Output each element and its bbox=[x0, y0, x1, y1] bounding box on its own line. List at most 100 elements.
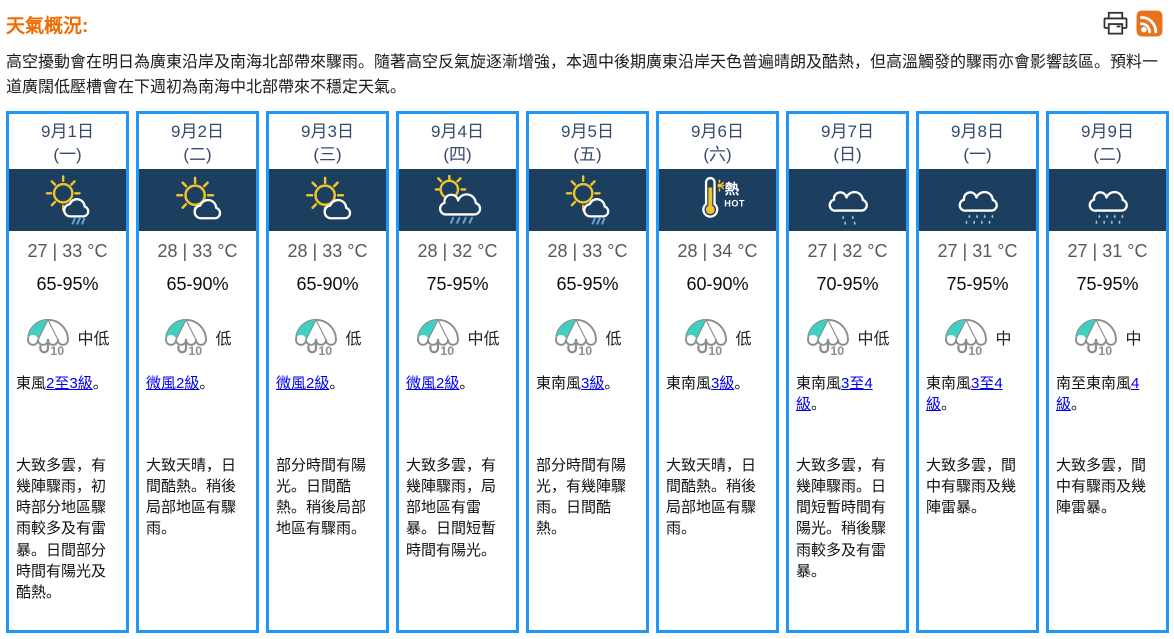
wind-speed-link[interactable]: 3級 bbox=[581, 374, 605, 392]
wind-text: 微風2級。 bbox=[269, 373, 386, 429]
wind-suffix: 。 bbox=[1071, 396, 1087, 414]
wind-speed-link[interactable]: 3至4級 bbox=[926, 374, 1003, 414]
cloud-light-rain-icon bbox=[819, 175, 877, 225]
day-card: 9月8日 (一) 27 | 31 °C 75-95% 中 東南風3至4級。 大致… bbox=[916, 110, 1039, 633]
temperature-range: 28 | 32 °C bbox=[417, 240, 498, 261]
date-label: 9月3日 bbox=[301, 121, 354, 141]
psr-row: 低 bbox=[529, 314, 646, 360]
wind-suffix: 。 bbox=[604, 374, 620, 392]
wind-prefix: 東南風 bbox=[926, 374, 972, 392]
wind-prefix: 南至東南風 bbox=[1056, 374, 1132, 392]
weather-icon-band bbox=[529, 168, 646, 231]
wind-speed-link[interactable]: 微風2級 bbox=[406, 374, 460, 392]
weekday-label: (四) bbox=[443, 144, 472, 164]
psr-level-label: 中低 bbox=[77, 330, 110, 348]
psr-umbrella-icon bbox=[1073, 317, 1119, 357]
sun-cloud-icon bbox=[299, 175, 357, 225]
wind-speed-link[interactable]: 3至4級 bbox=[796, 374, 873, 414]
date-label: 9月1日 bbox=[41, 121, 94, 141]
weekday-label: (二) bbox=[183, 144, 212, 164]
weekday-label: (六) bbox=[703, 144, 732, 164]
psr-level-label: 中 bbox=[995, 330, 1012, 348]
day-card: 9月9日 (二) 27 | 31 °C 75-95% 中 南至東南風4級。 大致… bbox=[1046, 110, 1169, 633]
day-card: 9月5日 (五) 28 | 33 °C 65-95% 低 東南風3級。 部分時間… bbox=[526, 110, 649, 633]
day-card: 9月1日 (一) 27 | 33 °C 65-95% 中低 東風2至3級。 大致… bbox=[6, 110, 129, 633]
date-label: 9月4日 bbox=[431, 121, 484, 141]
psr-level-label: 中低 bbox=[467, 330, 500, 348]
date-label: 9月2日 bbox=[171, 121, 224, 141]
temperature-range: 28 | 33 °C bbox=[287, 240, 368, 261]
date-label: 9月5日 bbox=[561, 121, 614, 141]
wind-prefix: 東南風 bbox=[536, 374, 582, 392]
psr-umbrella-icon bbox=[943, 317, 989, 357]
psr-umbrella-icon bbox=[805, 317, 851, 357]
day-date-header: 9月5日 (五) bbox=[529, 114, 646, 169]
rss-icon[interactable] bbox=[1136, 10, 1163, 37]
weather-icon-band bbox=[1049, 168, 1166, 231]
topbar: 天氣概況: bbox=[6, 8, 1169, 38]
day-date-header: 9月3日 (三) bbox=[269, 114, 386, 169]
day-date-header: 9月2日 (二) bbox=[139, 114, 256, 169]
weekday-label: (日) bbox=[833, 144, 862, 164]
forecast-text: 部分時間有陽光，有幾陣驟雨。日間酷熱。 bbox=[536, 456, 627, 538]
psr-level-label: 低 bbox=[345, 330, 362, 348]
psr-umbrella-icon bbox=[415, 317, 461, 357]
psr-level-label: 中 bbox=[1125, 330, 1142, 348]
temperature-range: 28 | 33 °C bbox=[547, 240, 628, 261]
wind-speed-link[interactable]: 4級 bbox=[1056, 374, 1140, 414]
day-card: 9月3日 (三) 28 | 33 °C 65-90% 低 微風2級。 部分時間有… bbox=[266, 110, 389, 633]
wind-speed-link[interactable]: 3級 bbox=[711, 374, 735, 392]
wind-suffix: 。 bbox=[92, 374, 108, 392]
humidity-range: 75-95% bbox=[946, 273, 1009, 294]
humidity-range: 65-95% bbox=[36, 273, 99, 294]
psr-level-label: 中低 bbox=[857, 330, 890, 348]
temperature-range: 27 | 31 °C bbox=[937, 240, 1018, 261]
psr-umbrella-icon bbox=[683, 317, 729, 357]
wind-prefix: 東南風 bbox=[666, 374, 712, 392]
page-summary: 高空擾動會在明日為廣東沿岸及南海北部帶來驟雨。隨著高空反氣旋逐漸增強，本週中後期… bbox=[6, 54, 1159, 96]
wind-speed-link[interactable]: 微風2級 bbox=[276, 374, 330, 392]
forecast-text: 部分時間有陽光。日間酷熱。稍後局部地區有驟雨。 bbox=[276, 456, 367, 538]
humidity-range: 65-90% bbox=[296, 273, 359, 294]
humidity-range: 70-95% bbox=[816, 273, 879, 294]
date-label: 9月8日 bbox=[951, 121, 1004, 141]
temperature-range: 27 | 32 °C bbox=[807, 240, 888, 261]
humidity-range: 75-95% bbox=[426, 273, 489, 294]
temperature-range: 27 | 31 °C bbox=[1067, 240, 1148, 261]
psr-row: 中低 bbox=[9, 314, 126, 360]
psr-row: 中 bbox=[1049, 314, 1166, 360]
weekday-label: (一) bbox=[963, 144, 992, 164]
forecast-text: 大致多雲，有幾陣驟雨，初時部分地區驟雨較多及有雷暴。日間部分時間有陽光及酷熱。 bbox=[16, 456, 107, 602]
psr-umbrella-icon bbox=[553, 317, 599, 357]
day-date-header: 9月8日 (一) bbox=[919, 114, 1036, 169]
psr-level-label: 低 bbox=[215, 330, 232, 348]
humidity-range: 65-95% bbox=[556, 273, 619, 294]
wind-text: 微風2級。 bbox=[399, 373, 516, 429]
wind-suffix: 。 bbox=[734, 374, 750, 392]
wind-speed-link[interactable]: 微風2級 bbox=[146, 374, 200, 392]
cloud-heavy-rain-icon bbox=[949, 175, 1007, 225]
psr-row: 低 bbox=[659, 314, 776, 360]
wind-text: 南至東南風4級。 bbox=[1049, 373, 1166, 429]
date-label: 9月6日 bbox=[691, 121, 744, 141]
wind-speed-link[interactable]: 2至3級 bbox=[46, 374, 93, 392]
wind-text: 東南風3至4級。 bbox=[919, 373, 1036, 429]
wind-text: 東南風3級。 bbox=[529, 373, 646, 429]
psr-umbrella-icon bbox=[25, 317, 71, 357]
weekday-label: (二) bbox=[1093, 144, 1122, 164]
psr-row: 中低 bbox=[789, 314, 906, 360]
day-date-header: 9月4日 (四) bbox=[399, 114, 516, 169]
temperature-range: 28 | 33 °C bbox=[157, 240, 238, 261]
date-label: 9月7日 bbox=[821, 121, 874, 141]
forecast-text: 大致天晴，日間酷熱。稍後局部地區有驟雨。 bbox=[666, 456, 757, 538]
weekday-label: (五) bbox=[573, 144, 602, 164]
sun-shower-icon bbox=[39, 175, 97, 225]
hot-icon bbox=[689, 175, 747, 225]
day-date-header: 9月7日 (日) bbox=[789, 114, 906, 169]
print-icon[interactable] bbox=[1102, 11, 1129, 36]
day-date-header: 9月1日 (一) bbox=[9, 114, 126, 169]
humidity-range: 75-95% bbox=[1076, 273, 1139, 294]
forecast-grid: 9月1日 (一) 27 | 33 °C 65-95% 中低 東風2至3級。 大致… bbox=[6, 110, 1169, 633]
wind-suffix: 。 bbox=[199, 374, 215, 392]
